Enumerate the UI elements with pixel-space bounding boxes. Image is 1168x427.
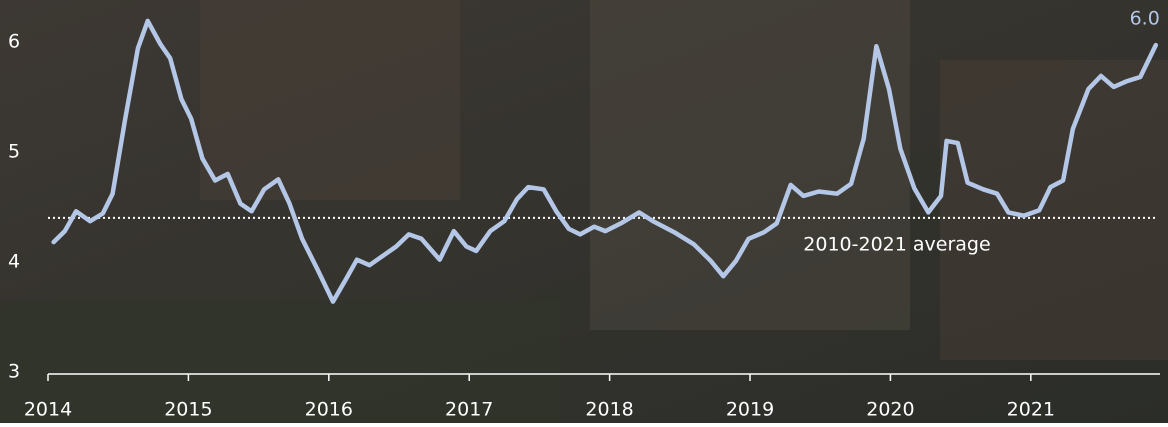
average-label: 2010-2021 average bbox=[803, 233, 990, 255]
y-tick-label: 3 bbox=[8, 361, 20, 383]
x-tick-label: 2020 bbox=[866, 399, 914, 421]
x-tick-label: 2019 bbox=[726, 399, 774, 421]
y-tick-label: 4 bbox=[8, 250, 20, 272]
x-tick-label: 2015 bbox=[164, 399, 212, 421]
x-tick-label: 2016 bbox=[305, 399, 353, 421]
background-building bbox=[590, 0, 910, 330]
y-tick-label: 6 bbox=[8, 30, 20, 52]
y-tick-label: 5 bbox=[8, 140, 20, 162]
background-building bbox=[940, 60, 1168, 360]
x-tick-label: 2018 bbox=[585, 399, 633, 421]
x-tick-label: 2014 bbox=[24, 399, 72, 421]
background-building bbox=[200, 0, 460, 200]
data-label: 6.0 bbox=[1130, 8, 1160, 30]
x-tick-label: 2017 bbox=[445, 399, 493, 421]
chart: 2014 2015 2016 2017 2018 2019 2020 2021 3 4 5 6 2010… bbox=[0, 0, 1168, 423]
x-tick-label: 2021 bbox=[1007, 399, 1055, 421]
